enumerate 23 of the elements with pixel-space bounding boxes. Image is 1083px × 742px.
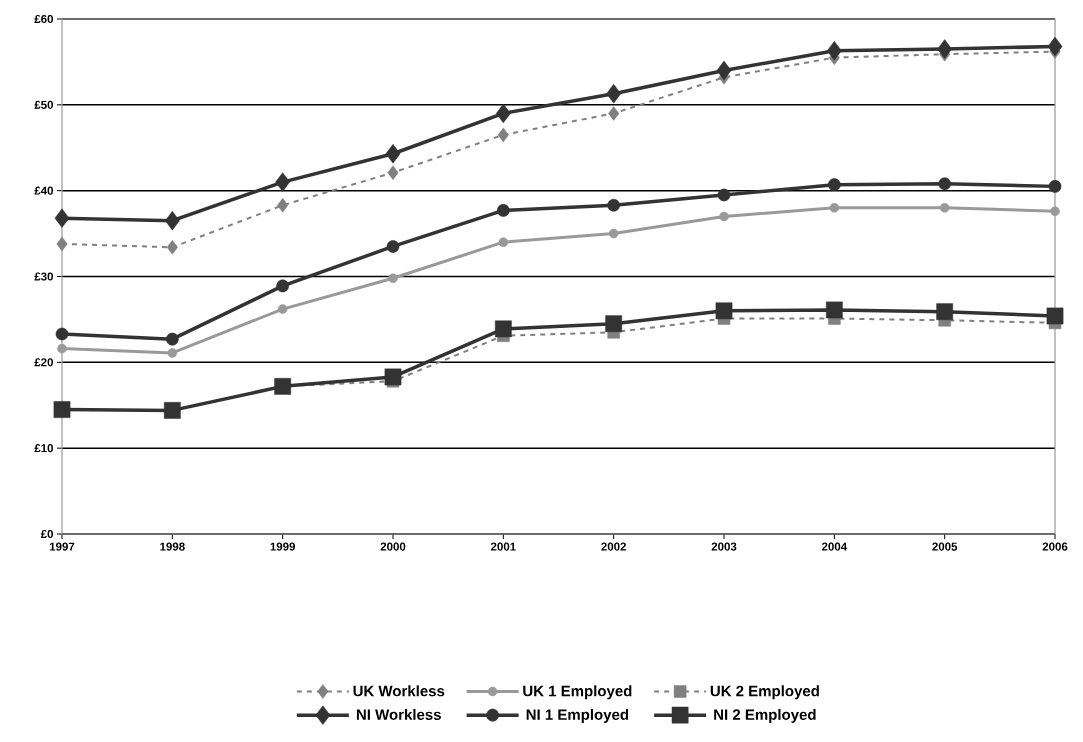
legend-label: NI 2 Employed <box>714 708 816 723</box>
x-tick-label: 2004 <box>821 542 848 551</box>
legend-label: UK Workless <box>353 685 445 697</box>
y-tick-label: £0 <box>40 529 54 539</box>
y-tick-label: £60 <box>34 14 54 24</box>
legend-label: UK 2 Employed <box>710 685 819 700</box>
x-tick-label: 1999 <box>270 542 296 551</box>
x-tick-label: 2005 <box>932 542 958 551</box>
y-tick-label: £30 <box>34 272 54 281</box>
x-tick-label: 1998 <box>160 542 185 551</box>
x-tick-label: 2000 <box>380 542 406 551</box>
legend-label: NI Workless <box>356 708 441 720</box>
y-tick-label: £40 <box>34 186 54 195</box>
x-tick-label: 2006 <box>1042 542 1068 551</box>
legend-label: UK 1 Employed <box>523 685 632 700</box>
x-tick-label: 2003 <box>711 542 737 551</box>
y-tick-label: £20 <box>34 358 54 367</box>
x-tick-label: 1997 <box>49 542 75 551</box>
y-tick-label: £10 <box>34 444 54 453</box>
y-tick-label: £50 <box>34 100 54 109</box>
legend-label: NI 1 Employed <box>526 708 629 723</box>
x-tick-label: 2001 <box>490 542 516 551</box>
x-tick-label: 2002 <box>601 542 626 551</box>
